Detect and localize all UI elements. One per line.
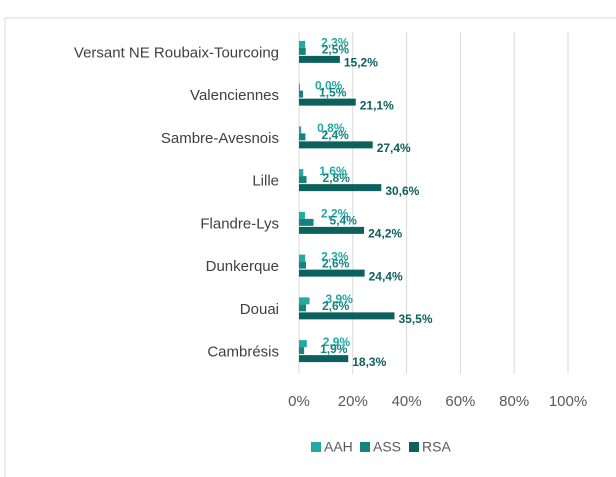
bar bbox=[299, 47, 306, 55]
x-tick-label: 80% bbox=[499, 393, 529, 410]
legend-label: ASS bbox=[373, 439, 401, 455]
chart-frame bbox=[4, 17, 616, 477]
bar bbox=[299, 218, 314, 226]
data-label: 2,3% bbox=[321, 249, 349, 263]
data-label: 3,9% bbox=[325, 292, 353, 306]
data-label: 35,5% bbox=[398, 312, 432, 326]
y-tick-label: Douai bbox=[240, 301, 279, 318]
data-label: 2,6% bbox=[322, 299, 350, 313]
x-tick-label: 100% bbox=[549, 393, 587, 410]
y-tick-label: Dunkerque bbox=[206, 258, 279, 275]
bar bbox=[299, 176, 307, 184]
data-label: 24,2% bbox=[368, 227, 402, 241]
bar bbox=[299, 83, 300, 91]
data-label: 21,1% bbox=[360, 98, 394, 112]
data-label: 0,8% bbox=[317, 121, 345, 135]
bar bbox=[299, 254, 306, 262]
bar bbox=[299, 169, 304, 177]
legend-swatch bbox=[311, 442, 321, 452]
x-tick-label: 0% bbox=[288, 393, 310, 410]
legend-swatch bbox=[360, 442, 370, 452]
bar bbox=[299, 297, 310, 305]
bar bbox=[299, 304, 306, 312]
data-label: 2,8% bbox=[323, 171, 351, 185]
legend-swatch bbox=[409, 442, 419, 452]
data-label: 15,2% bbox=[344, 56, 378, 70]
x-tick-label: 40% bbox=[392, 393, 422, 410]
data-label: 27,4% bbox=[377, 141, 411, 155]
bar bbox=[299, 226, 365, 234]
data-label: 2,5% bbox=[322, 43, 350, 57]
x-tick-label: 20% bbox=[338, 393, 368, 410]
bar bbox=[299, 269, 365, 277]
legend-label: RSA bbox=[422, 439, 451, 455]
bar bbox=[299, 55, 340, 63]
data-label: 24,4% bbox=[369, 269, 403, 283]
bar bbox=[299, 340, 307, 348]
bar bbox=[299, 355, 349, 363]
bar bbox=[299, 126, 302, 134]
bar bbox=[299, 90, 304, 98]
bar bbox=[299, 40, 306, 48]
data-label: 1,5% bbox=[319, 85, 347, 99]
data-label: 1,6% bbox=[319, 164, 347, 178]
bar bbox=[299, 211, 305, 219]
bar bbox=[299, 184, 382, 192]
bar bbox=[299, 98, 356, 106]
data-label: 2,2% bbox=[321, 207, 349, 221]
bar bbox=[299, 347, 305, 355]
data-label: 2,4% bbox=[321, 128, 349, 142]
data-label: 18,3% bbox=[352, 355, 386, 369]
data-label: 1,9% bbox=[320, 342, 348, 356]
legend-label: AAH bbox=[324, 439, 353, 455]
y-tick-label: Sambre-Avesnois bbox=[161, 130, 279, 147]
y-tick-label: Versant NE Roubaix-Tourcoing bbox=[74, 44, 279, 61]
y-tick-label: Cambrésis bbox=[207, 344, 279, 361]
data-label: 2,9% bbox=[323, 335, 351, 349]
data-label: 2,6% bbox=[322, 256, 350, 270]
data-label: 5,4% bbox=[330, 214, 358, 228]
y-tick-label: Flandre-Lys bbox=[200, 215, 279, 232]
bar bbox=[299, 261, 306, 269]
x-tick-label: 60% bbox=[445, 393, 475, 410]
data-label: 30,6% bbox=[385, 184, 419, 198]
bar bbox=[299, 133, 306, 141]
bar bbox=[299, 141, 373, 149]
data-label: 0,0% bbox=[315, 78, 343, 92]
bar bbox=[299, 312, 395, 320]
data-label: 2,3% bbox=[321, 36, 349, 50]
y-tick-label: Lille bbox=[252, 173, 279, 190]
y-tick-label: Valenciennes bbox=[190, 87, 279, 104]
